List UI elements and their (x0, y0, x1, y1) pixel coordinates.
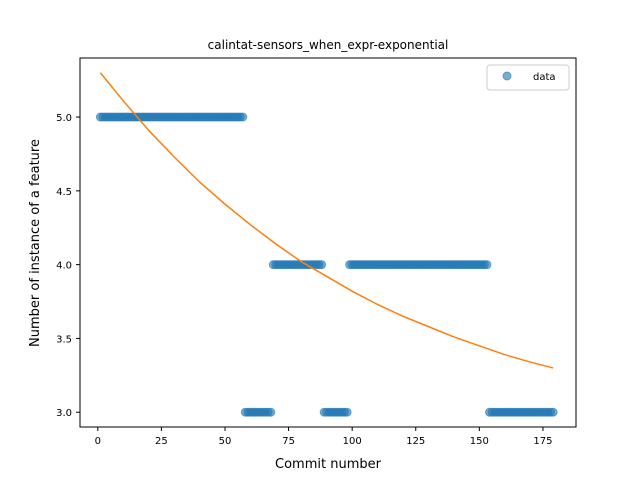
y-tick-label: 5.0 (56, 113, 72, 124)
y-tick-label: 4.0 (56, 261, 72, 272)
plot-area (95, 72, 558, 417)
x-axis-label: Commit number (275, 457, 382, 472)
data-point (266, 407, 276, 417)
legend-box (486, 64, 570, 91)
data-point (238, 112, 248, 122)
y-axis: 3.0 3.5 4.0 4.5 5.0 (56, 113, 80, 419)
data-point (548, 407, 558, 417)
x-tick-label: 125 (406, 436, 425, 447)
legend-marker-data (502, 71, 512, 81)
x-tick-label: 150 (470, 436, 489, 447)
axes-frame (79, 57, 577, 428)
y-tick-label: 3.0 (56, 408, 72, 419)
data-point (482, 260, 492, 270)
x-tick-label: 100 (343, 436, 362, 447)
x-axis: 0 25 50 75 100 125 150 175 (95, 427, 552, 447)
data-point (342, 407, 352, 417)
x-tick-label: 25 (155, 436, 168, 447)
data-point (317, 260, 327, 270)
x-tick-label: 50 (219, 436, 232, 447)
y-axis-label: Number of instance of a feature (28, 139, 43, 347)
x-tick-label: 0 (95, 436, 101, 447)
x-tick-label: 175 (533, 436, 552, 447)
y-tick-label: 4.5 (56, 187, 72, 198)
fit-line (99, 72, 554, 369)
legend: data (486, 64, 570, 91)
x-tick-label: 75 (282, 436, 295, 447)
y-tick-label: 3.5 (56, 334, 72, 345)
legend-label-data: data (533, 72, 556, 83)
chart-title: calintat-sensors_when_expr-exponential (208, 38, 449, 52)
